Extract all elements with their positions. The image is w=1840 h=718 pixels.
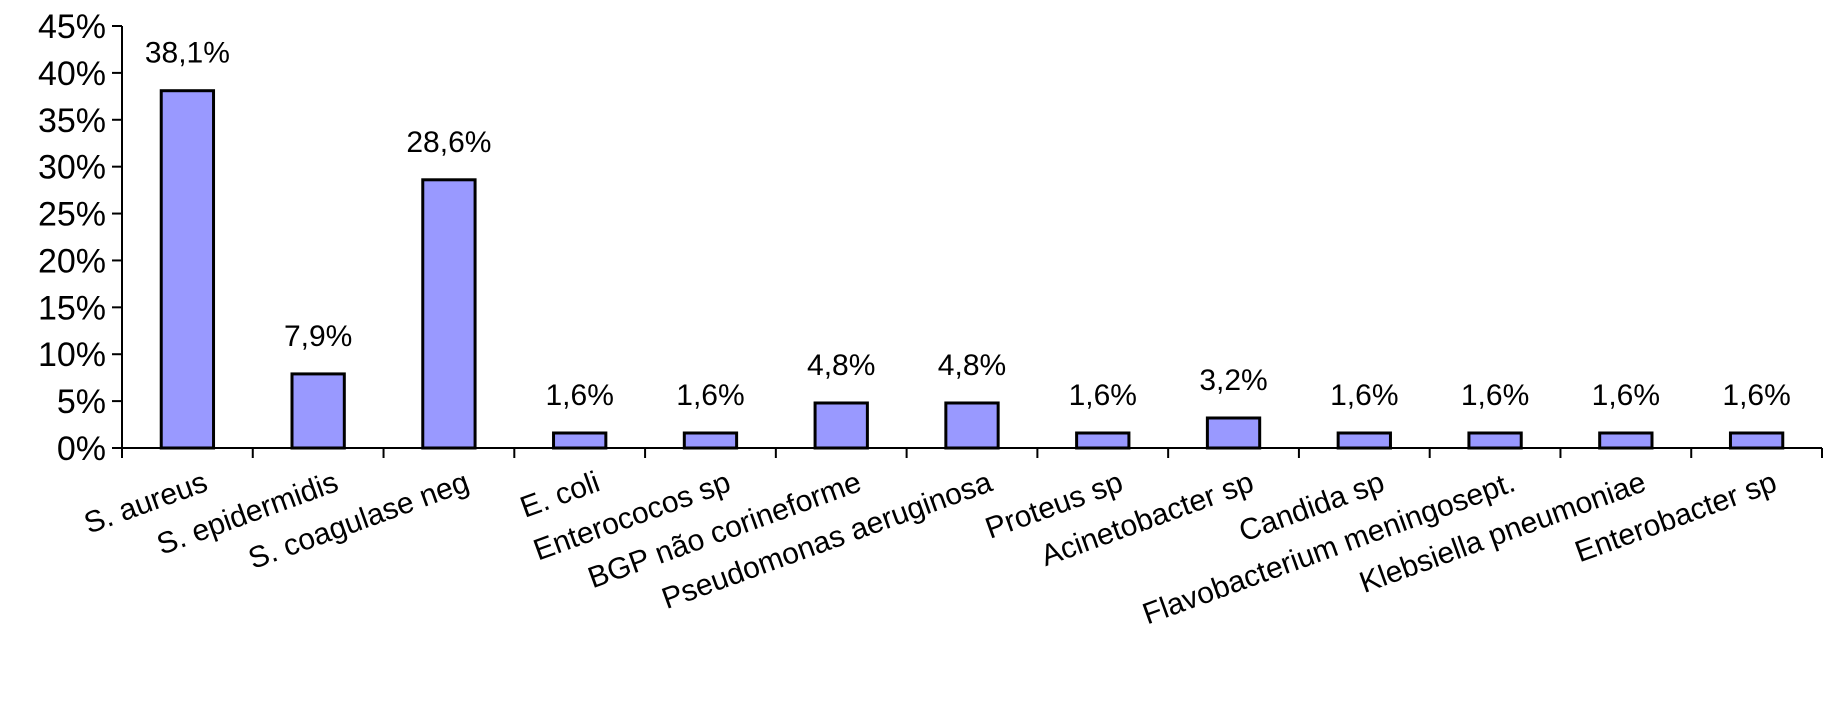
y-tick-label: 25% — [38, 196, 106, 234]
data-label: 7,9% — [284, 320, 352, 353]
data-labels: 38,1% 7,9% 28,6% 1,6% 1,6% 4,8% 4,8% 1,6% 3,2% 1,… — [145, 37, 1791, 412]
bar — [1205, 416, 1262, 450]
bar — [1467, 431, 1523, 450]
bar — [552, 431, 608, 450]
y-tick-label: 15% — [38, 289, 106, 327]
data-label: 1,6% — [1330, 379, 1398, 412]
y-tick-label: 5% — [57, 383, 106, 421]
y-tick-label: 30% — [38, 149, 106, 187]
bar — [1598, 431, 1654, 450]
y-tick-label: 10% — [38, 336, 106, 374]
data-label: 1,6% — [1722, 379, 1790, 412]
bar — [944, 401, 1000, 450]
data-label: 1,6% — [1069, 379, 1137, 412]
y-tick-label: 0% — [57, 430, 106, 468]
bar — [159, 89, 216, 450]
y-axis: 0% 5% 10% 15% 20% 25% 30% 35% 40% 45% — [38, 8, 123, 468]
data-label: 3,2% — [1199, 364, 1267, 397]
data-label: 38,1% — [145, 37, 230, 70]
bar — [1075, 431, 1131, 450]
bar — [682, 431, 739, 450]
y-tick-label: 35% — [38, 102, 106, 140]
y-tick-label: 40% — [38, 55, 106, 93]
y-tick-label: 20% — [38, 242, 106, 280]
bar — [813, 401, 869, 450]
bar — [290, 372, 346, 450]
data-label: 1,6% — [1592, 379, 1660, 412]
bar — [421, 178, 477, 450]
data-label: 28,6% — [406, 126, 491, 159]
y-tick-label: 45% — [38, 8, 106, 46]
data-label: 1,6% — [676, 379, 744, 412]
data-label: 1,6% — [1461, 379, 1529, 412]
data-label: 1,6% — [545, 379, 613, 412]
category-label: S. coagulase neg — [244, 466, 473, 576]
data-label: 4,8% — [938, 349, 1006, 382]
data-label: 4,8% — [807, 349, 875, 382]
bar — [1336, 431, 1392, 450]
bars — [159, 89, 1785, 450]
x-axis — [121, 447, 1823, 458]
bar — [1728, 431, 1785, 450]
